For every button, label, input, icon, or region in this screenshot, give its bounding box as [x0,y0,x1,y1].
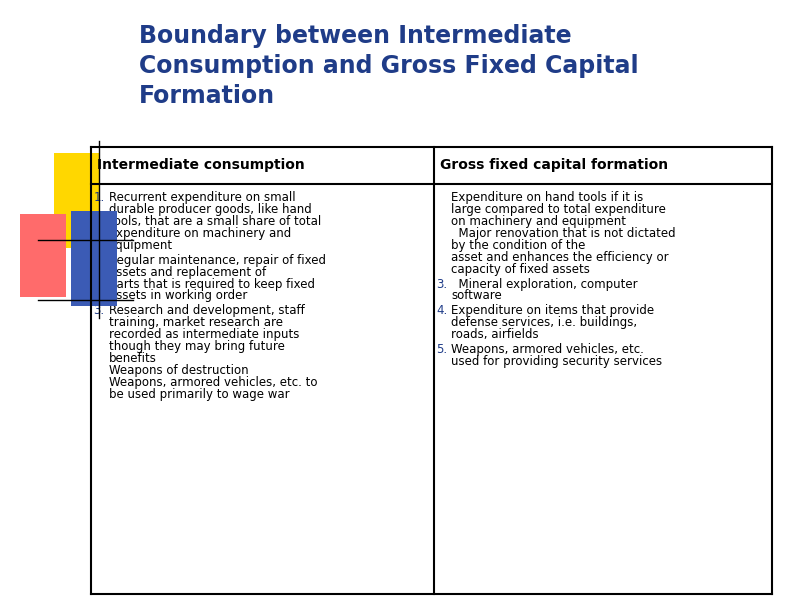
Text: capacity of fixed assets: capacity of fixed assets [451,263,590,275]
Text: 1.: 1. [93,191,105,204]
Text: equipment: equipment [109,239,173,252]
Text: training, market research are: training, market research are [109,316,283,329]
Text: 4.: 4. [436,304,447,318]
Text: assets and replacement of: assets and replacement of [109,266,265,278]
Text: though they may bring future: though they may bring future [109,340,284,353]
Text: 2.: 2. [93,253,105,267]
Text: parts that is required to keep fixed: parts that is required to keep fixed [109,277,314,291]
Text: be used primarily to wage war: be used primarily to wage war [109,388,289,401]
Text: Major renovation that is not dictated: Major renovation that is not dictated [451,226,676,240]
Text: expenditure on machinery and: expenditure on machinery and [109,226,291,240]
Text: Expenditure on items that provide: Expenditure on items that provide [451,304,654,318]
Text: Recurrent expenditure on small: Recurrent expenditure on small [109,191,295,204]
Text: Research and development, staff: Research and development, staff [109,304,304,318]
Text: 3.: 3. [93,304,105,318]
Text: Intermediate consumption: Intermediate consumption [97,159,305,172]
Text: assets in working order: assets in working order [109,289,247,302]
Text: on machinery and equipment: on machinery and equipment [451,215,626,228]
Text: large compared to total expenditure: large compared to total expenditure [451,203,666,216]
Text: Weapons, armored vehicles, etc. to: Weapons, armored vehicles, etc. to [109,376,317,389]
Text: Weapons of destruction: Weapons of destruction [109,364,248,377]
Text: Expenditure on hand tools if it is: Expenditure on hand tools if it is [451,191,644,204]
Text: 3.: 3. [436,277,447,291]
Bar [54,153,100,248]
Text: 5.: 5. [436,343,447,356]
Text: asset and enhances the efficiency or: asset and enhances the efficiency or [451,250,669,264]
Text: defense services, i.e. buildings,: defense services, i.e. buildings, [451,316,638,329]
Text: Gross fixed capital formation: Gross fixed capital formation [440,159,668,172]
Text: Weapons, armored vehicles, etc.: Weapons, armored vehicles, etc. [451,343,645,356]
Text: recorded as intermediate inputs: recorded as intermediate inputs [109,328,299,341]
Text: by the condition of the: by the condition of the [451,239,586,252]
Text: durable producer goods, like hand: durable producer goods, like hand [109,203,311,216]
Text: Boundary between Intermediate
Consumption and Gross Fixed Capital
Formation: Boundary between Intermediate Consumptio… [139,24,638,108]
Text: software: software [451,289,502,302]
Text: roads, airfields: roads, airfields [451,328,539,341]
Text: tools, that are a small share of total: tools, that are a small share of total [109,215,321,228]
Text: Mineral exploration, computer: Mineral exploration, computer [451,277,638,291]
Text: Regular maintenance, repair of fixed: Regular maintenance, repair of fixed [109,253,326,267]
Bar [71,211,117,306]
Bar [20,214,66,297]
Text: benefits: benefits [109,352,156,365]
Text: used for providing security services: used for providing security services [451,355,663,368]
